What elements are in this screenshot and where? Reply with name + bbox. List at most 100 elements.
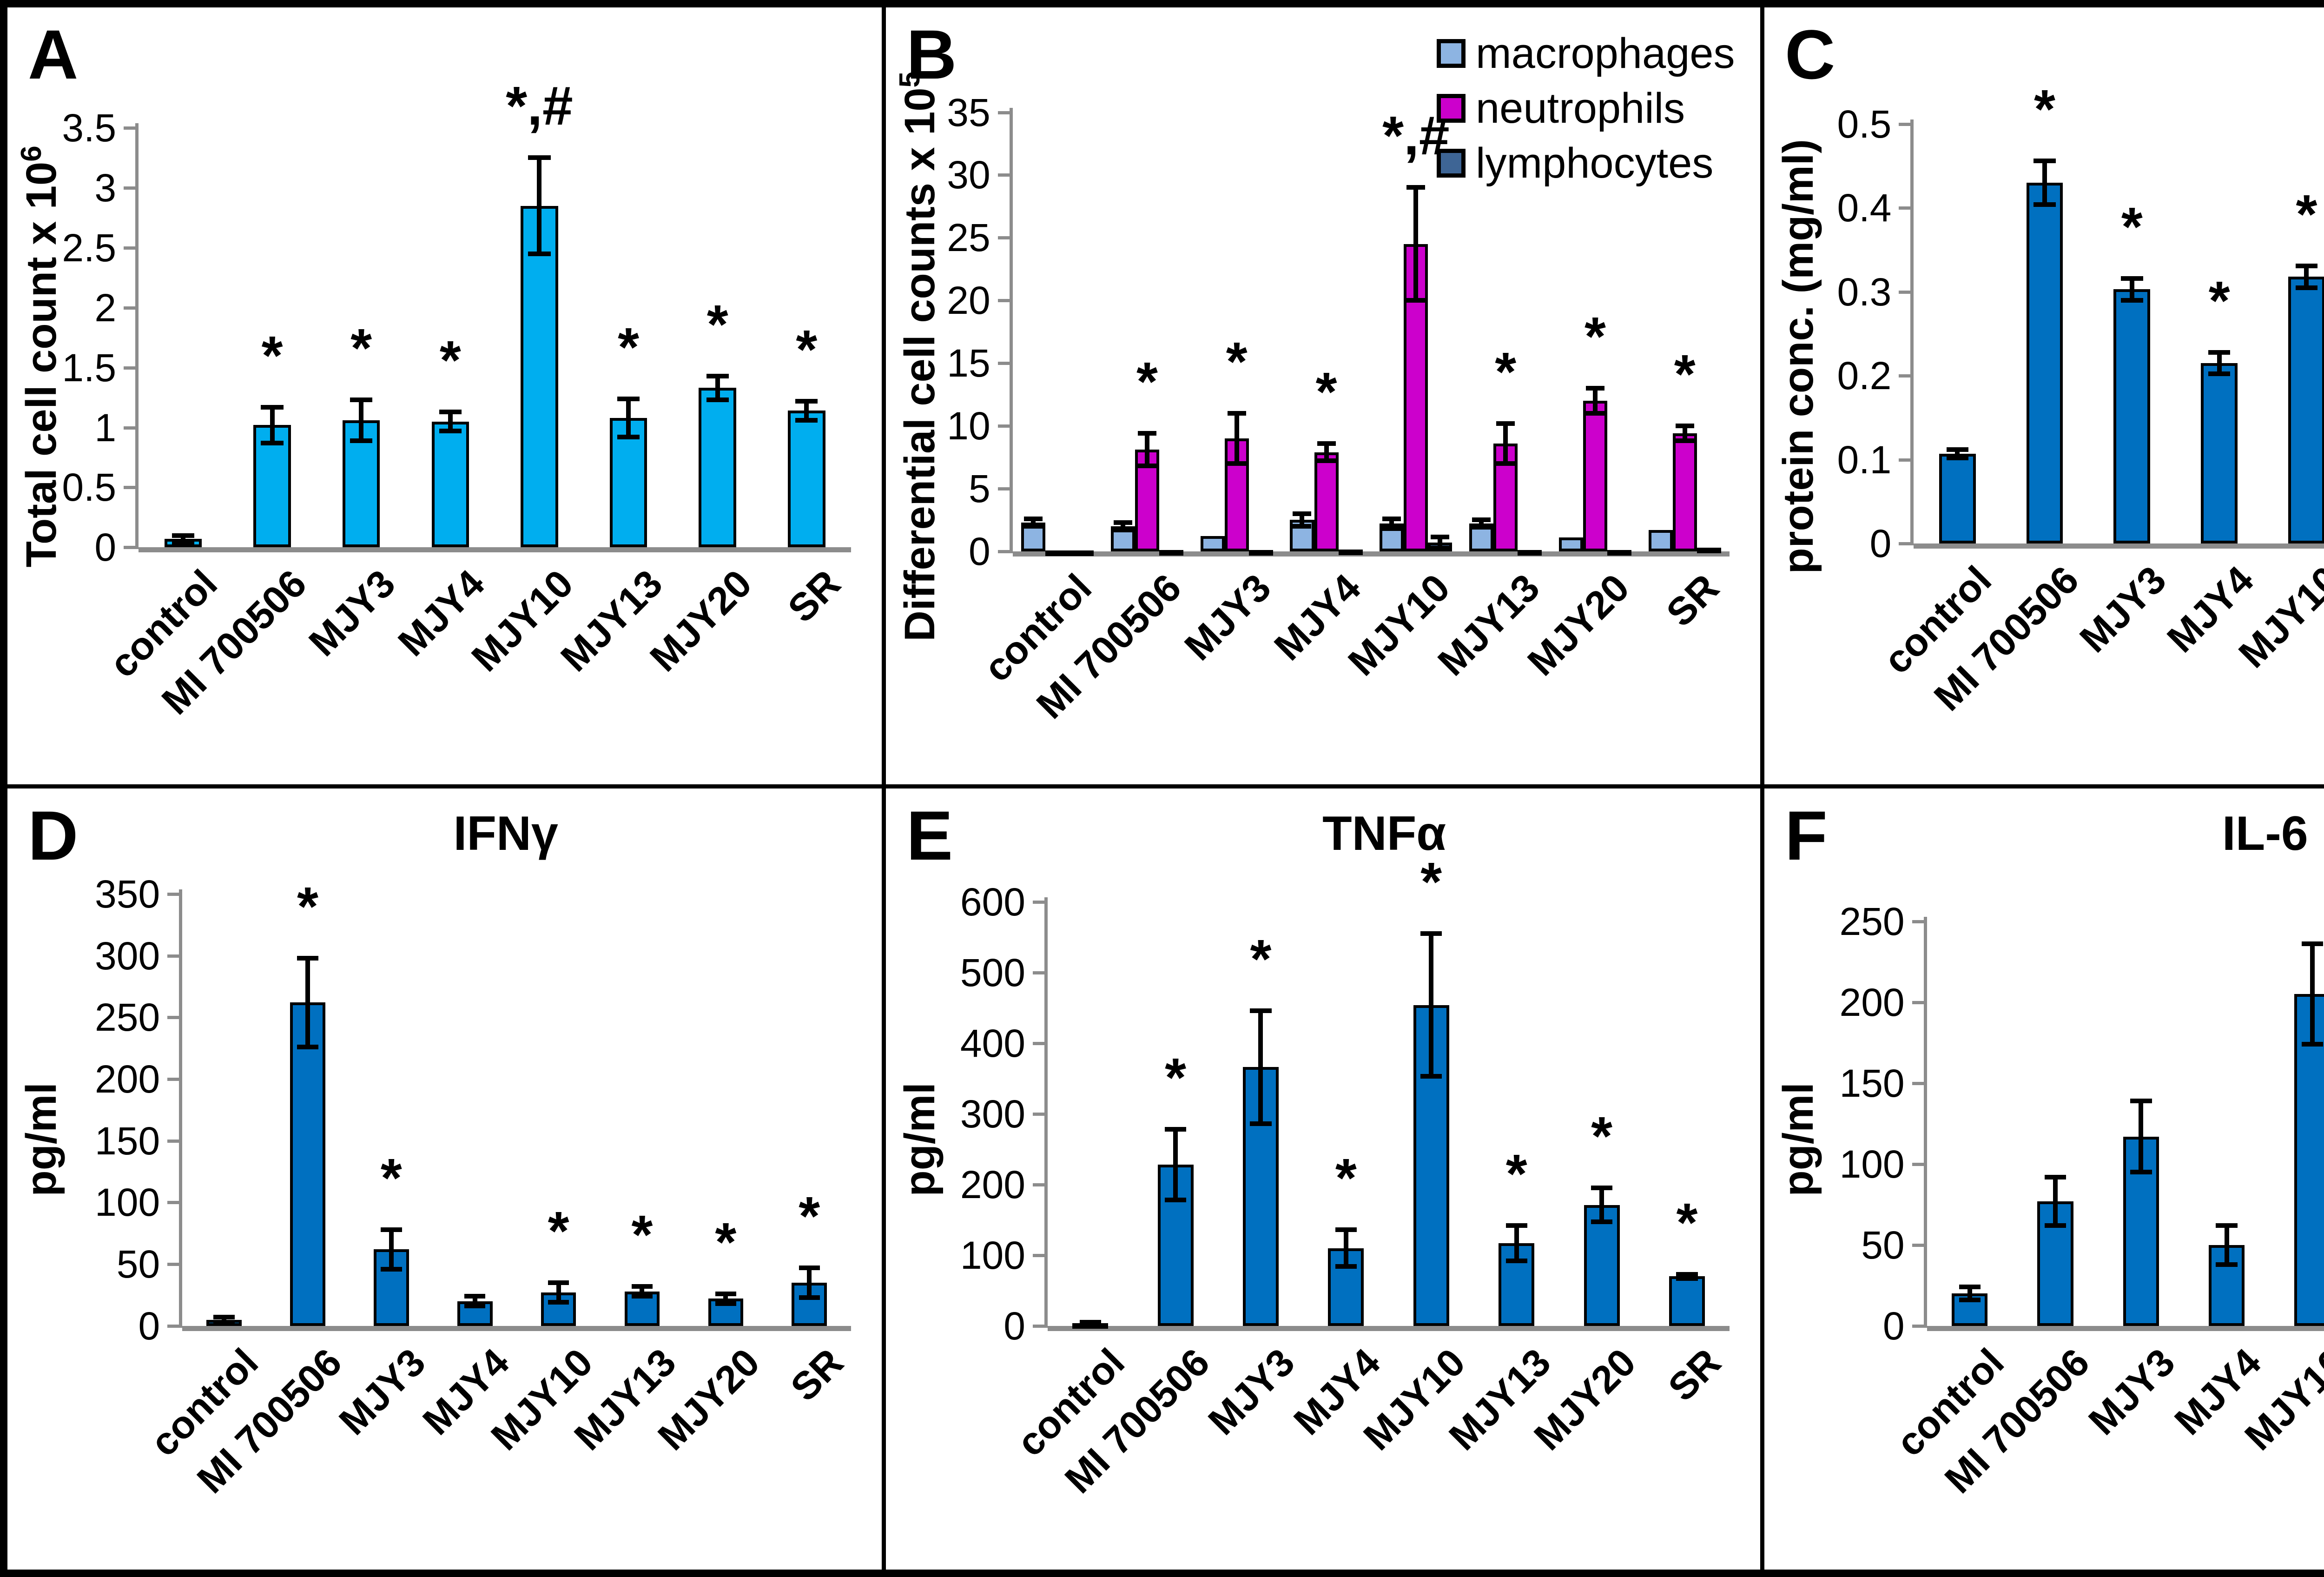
y-tick-label: 350 (95, 872, 160, 916)
error-bar-cap-top (1472, 517, 1491, 523)
error-bar-cap-bottom (1164, 1198, 1187, 1203)
significance-marker: * (1495, 341, 1517, 403)
error-bar-cap-bottom (1227, 461, 1246, 466)
error-bar-cap-top (1946, 447, 1968, 452)
y-tick-mark (167, 1016, 183, 1020)
error-bar-cap-bottom (1406, 298, 1426, 303)
y-tick-mark (124, 546, 139, 550)
significance-marker: * (1136, 351, 1158, 413)
chart-title: IFNγ (453, 807, 558, 861)
error-bar (2310, 944, 2315, 1045)
legend-label: macrophages (1476, 30, 1735, 78)
y-tick-mark (1899, 458, 1914, 462)
error-bar-cap-top (1137, 431, 1156, 436)
error-bar-cap-bottom (2295, 285, 2318, 290)
y-tick-mark (1899, 374, 1914, 378)
chart-title: TNFα (1322, 807, 1446, 861)
y-tick-label: 15 (947, 341, 990, 385)
x-category-label: MJY20 (1519, 565, 1637, 684)
plot-area: 0 0.1 0.2 0.3 0.4 0.5 control * MI 700506 * MJY3 * M… (1764, 7, 2324, 784)
error-bar (1955, 449, 1960, 458)
y-tick-label: 1.5 (62, 345, 117, 390)
error-bar (2053, 1177, 2058, 1226)
x-category-label: SR (782, 1340, 852, 1410)
error-bar-cap-top (1505, 1223, 1527, 1228)
error-bar-cap-bottom (631, 1294, 653, 1299)
error-bar-cap-top (261, 404, 284, 410)
error-bar-cap-bottom (1591, 1219, 1613, 1225)
error-bar (1413, 187, 1419, 301)
y-tick-mark (124, 126, 139, 130)
legend-item-macrophages: macrophages (1437, 32, 1735, 75)
error-bar (1438, 537, 1443, 548)
significance-marker: * (2278, 203, 2324, 258)
bar (1070, 550, 1094, 557)
error-bar-cap-top (350, 398, 373, 403)
x-category-label: SR (779, 561, 849, 631)
error-bar-cap-bottom (213, 1319, 235, 1325)
y-tick-label: 2 (94, 285, 117, 330)
y-tick-label: 0.3 (1837, 270, 1892, 314)
x-axis-line (1927, 1325, 2324, 1331)
y-tick-label: 150 (95, 1119, 160, 1163)
bar (699, 388, 736, 548)
panel-letter-f: F (1785, 796, 1828, 875)
plot-area: 0 0.5 1 1.5 2 2.5 3 3.5 control * MI 700506 * MJY3 * M… (7, 7, 882, 784)
legend-swatch-lymphocytes (1437, 149, 1466, 178)
x-category-label: MJY3 (330, 1340, 434, 1443)
significance-marker: * (439, 330, 461, 391)
error-bar-cap-top (1113, 520, 1132, 525)
bar (2201, 363, 2238, 543)
bar (2123, 1136, 2159, 1326)
y-tick-mark (1912, 1243, 1927, 1247)
bar (609, 417, 647, 548)
y-tick-mark (124, 186, 139, 190)
error-bar (1173, 1129, 1178, 1200)
bar (792, 1282, 827, 1326)
y-tick-label: 50 (1861, 1223, 1905, 1267)
x-category-label: MJY13 (552, 561, 671, 680)
error-bar-cap-top (617, 396, 640, 401)
significance-marker: * (796, 318, 818, 380)
y-tick-mark (1032, 1112, 1048, 1116)
error-bar-cap-top (1675, 423, 1694, 428)
significance-marker: * (1165, 1047, 1187, 1109)
error-bar-cap-top (795, 398, 818, 404)
error-bar-cap-top (464, 1294, 486, 1299)
error-bar-cap-bottom (2216, 1262, 2238, 1267)
error-bar-cap-bottom (2044, 1223, 2067, 1228)
y-tick-mark (167, 1077, 183, 1081)
y-tick-label: 0.4 (1837, 186, 1892, 230)
error-bar (715, 376, 720, 400)
panel-e: E TNFα pg/ml 0 100 200 300 400 500 600 control *… (886, 788, 1764, 1570)
error-bar-cap-top (1250, 1008, 1272, 1013)
bar (1939, 453, 1976, 543)
error-bar-cap-top (1335, 1227, 1357, 1232)
significance-marker: * (715, 1211, 737, 1273)
y-tick-mark (1899, 542, 1914, 545)
y-tick-label: 20 (947, 278, 990, 323)
y-tick-mark (167, 1201, 183, 1205)
significance-marker: * (380, 1147, 402, 1209)
error-bar (556, 1282, 561, 1303)
error-bar-cap-top (631, 1284, 653, 1289)
error-bar (1258, 1010, 1263, 1124)
error-bar-cap-top (1382, 516, 1401, 521)
error-bar-cap-bottom (1585, 411, 1604, 416)
y-tick-label: 2.5 (62, 225, 117, 270)
error-bar-cap-top (1676, 1272, 1698, 1277)
y-tick-label: 3 (94, 166, 117, 210)
y-tick-label: 0 (969, 529, 990, 573)
error-bar-cap-top (2130, 1098, 2152, 1103)
significance-marker: *,# (506, 75, 573, 137)
bar (1338, 549, 1363, 555)
panel-letter-e: E (906, 796, 953, 875)
error-bar-cap-top (799, 1266, 820, 1271)
bar (1518, 550, 1542, 556)
x-category-label: MJY3 (1200, 1340, 1303, 1443)
y-tick-label: 0.5 (1837, 102, 1892, 146)
bar (2288, 277, 2324, 543)
y-tick-label: 0 (1869, 521, 1892, 565)
error-bar (807, 1268, 812, 1298)
bar (431, 421, 469, 548)
